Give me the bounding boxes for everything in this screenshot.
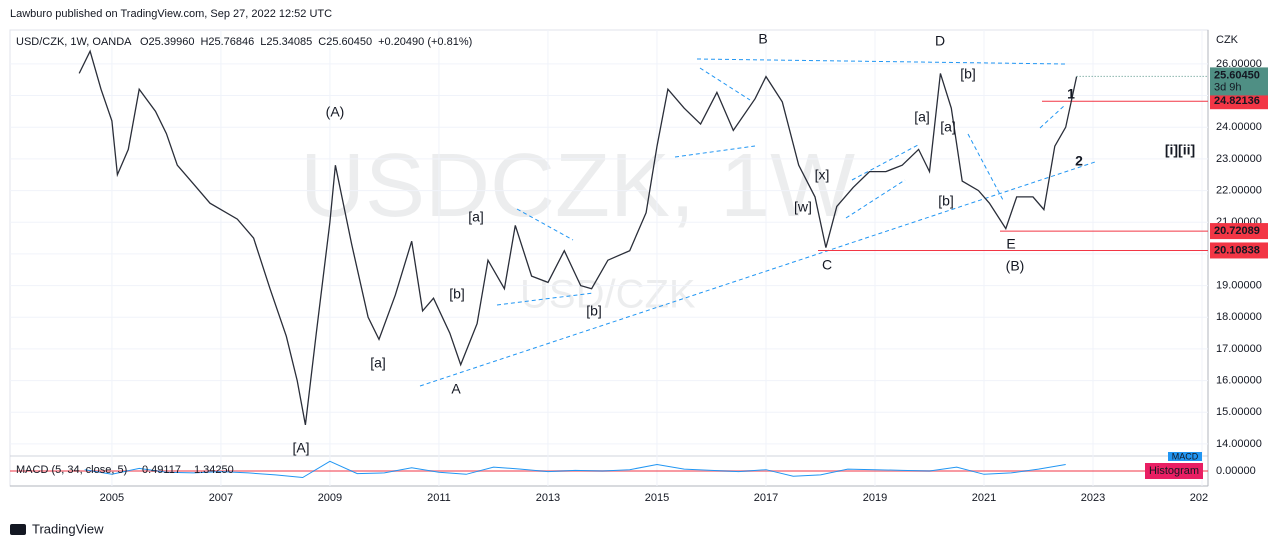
price-line-series [78,49,1078,426]
x-tick-label: 2011 [427,492,451,504]
price-pane [10,30,1208,486]
trendline [845,179,906,219]
hist-tag-label: Histogram [1149,465,1199,477]
watermark: USDCZK, 1W [300,136,855,236]
wave-label: [A] [292,440,309,456]
macd-tag-label: MACD [1172,451,1199,461]
currency: CZK [1216,34,1239,46]
price-line-label: 20.10838 [1214,244,1260,256]
time-axis: 2005 2007 2009 2011 2013 2015 2017 2019 2021 2023… [100,492,1214,504]
trendline [851,144,919,181]
price-line-tag [1210,242,1268,259]
wave-label: [b] [960,66,976,82]
footer-brand: TradingView [32,521,104,536]
macd-tag [1168,452,1202,461]
price-line-label: 20.72089 [1214,225,1260,237]
pane-border [9,29,1209,487]
x-tick-label: 2005 [100,492,124,504]
countdown: 3d 9h [1214,81,1242,93]
wave-label: [a] [940,119,956,135]
wave-label: A [451,381,461,397]
wave-label: D [935,33,945,49]
macd-value: 0.49117 [142,464,181,476]
x-tick-label: 2013 [536,492,560,504]
x-tick-label: 2023 [1081,492,1105,504]
x-tick-label: 2019 [863,492,887,504]
y-tick-label: 16.00000 [1216,374,1262,386]
macd-title: MACD (5, 34, close, 5) [16,464,127,476]
wave-label: [w] [794,199,812,215]
y-tick-label: 19.00000 [1216,279,1262,291]
wave-label: [b] [586,303,602,319]
y-tick-label: 17.00000 [1216,343,1262,355]
price-line-tag [1210,93,1268,110]
ohlc-value: C25.60450 [318,36,372,48]
trendline [496,292,594,306]
wave-label: E [1006,236,1015,252]
macd-line [84,460,1066,479]
x-tick-label: 2021 [972,492,996,504]
trendline [967,133,1004,201]
last-price-tag [1210,67,1268,96]
wave-label: [b] [449,286,465,302]
price-line-label: 24.82136 [1214,95,1260,107]
macd-value: 1.34250 [194,464,234,476]
price-line-tag [1210,223,1268,240]
y-tick-label: 26.00000 [1216,58,1262,70]
logo [10,524,26,535]
ohlc-value: H25.76846 [200,36,254,48]
y-tick-label: 14.00000 [1216,438,1262,450]
ohlc-value: O25.39960 [140,36,194,48]
wave-label: 2 [1075,153,1083,169]
wave-label: [a] [914,109,930,125]
ohlc-value: +0.20490 (+0.81%) [378,36,472,48]
wave-label: (B) [1006,258,1025,274]
symbol-legend: USD/CZK, 1W, OANDA [16,36,132,48]
y-tick-label: 18.00000 [1216,311,1262,323]
trendline [699,67,751,101]
trendline [516,208,574,241]
trendline [1039,104,1066,129]
ohlc-value: L25.34085 [260,36,312,48]
wave-label: [a] [468,209,484,225]
y-tick-label: 23.00000 [1216,153,1262,165]
publisher: Lawburo published on TradingView.com, Se… [10,8,332,20]
watermark-sub: USD/CZK [520,273,696,317]
wave-label: B [758,31,767,47]
x-tick-label: 2009 [318,492,342,504]
x-tick-label: 2007 [209,492,233,504]
y-tick-label: 24.00000 [1216,121,1262,133]
wave-label: [b] [938,193,954,209]
wave-label: [x] [815,167,830,183]
wave-label: [i][ii] [1165,142,1195,158]
x-tick-label: 2025 [1190,492,1214,504]
wave-label: C [822,257,832,273]
y-tick-label: 15.00000 [1216,406,1262,418]
x-tick-label: 2015 [645,492,669,504]
y-tick-label: 22.00000 [1216,184,1262,196]
wave-label: 1 [1067,86,1075,102]
trendline [696,58,1066,65]
wave-label: [a] [370,355,386,371]
x-tick-label: 2017 [754,492,778,504]
last-price-label: 25.60450 [1214,69,1260,81]
hist-tag [1145,463,1203,479]
wave-label: (A) [326,104,345,120]
macd-tick-label: 0.00000 [1216,465,1256,477]
